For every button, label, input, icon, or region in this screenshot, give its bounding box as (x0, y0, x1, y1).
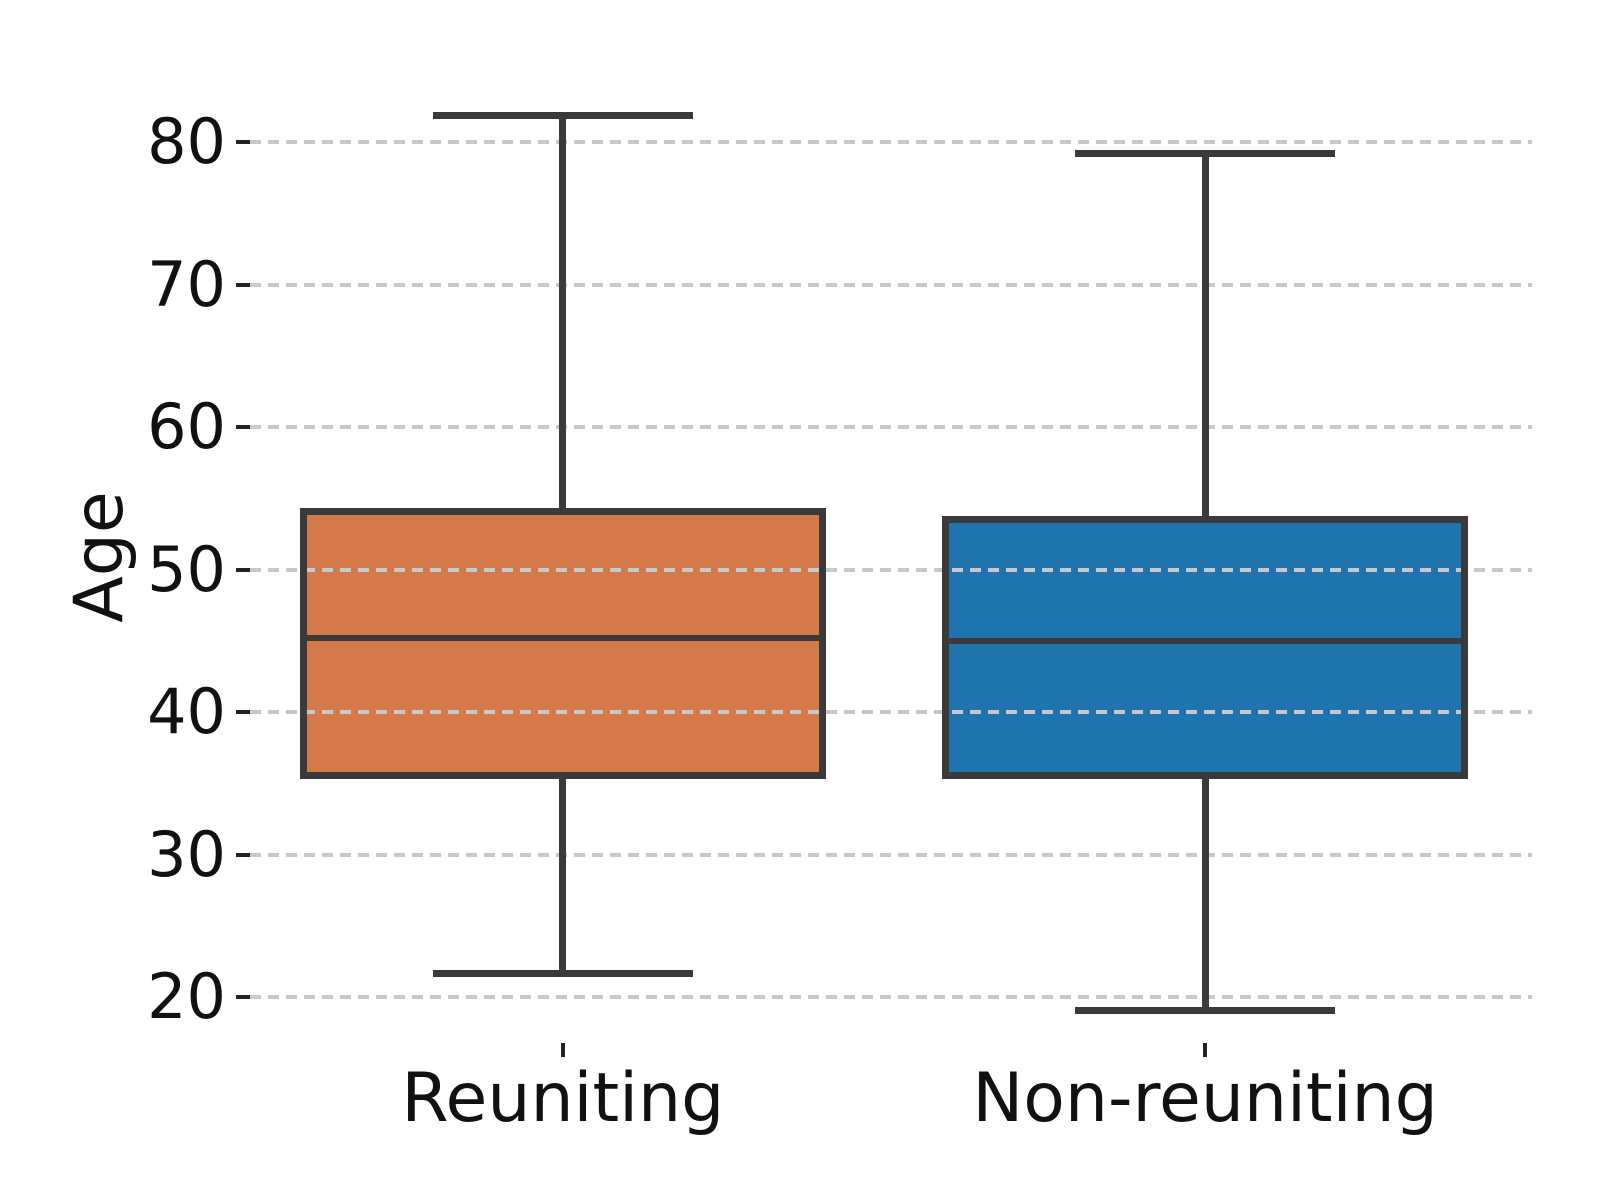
plot-area (250, 71, 1532, 1043)
y-tick-label-50: 50 (147, 532, 226, 606)
gridline-y-50 (250, 567, 1532, 572)
box-fill-0 (302, 511, 824, 777)
gridline-y-70 (250, 282, 1532, 287)
x-category-label-reuniting: Reuniting (401, 1059, 725, 1138)
y-tick-mark-30 (236, 852, 250, 857)
upper-whisker-0 (559, 115, 567, 512)
y-tick-mark-50 (236, 567, 250, 572)
y-tick-mark-20 (236, 995, 250, 1000)
y-tick-label-70: 70 (147, 247, 226, 321)
x-category-label-non-reuniting: Non-reuniting (972, 1059, 1438, 1138)
lower-cap-0 (432, 969, 693, 977)
y-tick-label-40: 40 (147, 675, 226, 749)
y-tick-mark-80 (236, 140, 250, 145)
y-tick-mark-40 (236, 710, 250, 715)
upper-cap-1 (1074, 150, 1336, 158)
x-tick-mark-0 (560, 1043, 565, 1057)
upper-whisker-1 (1201, 153, 1209, 519)
lower-whisker-1 (1201, 776, 1209, 1011)
box-outline-0 (299, 508, 827, 780)
y-tick-label-column: 20 30 40 50 60 70 80 (0, 0, 226, 1200)
lower-whisker-0 (559, 776, 567, 974)
box-outline-1 (941, 515, 1469, 780)
lower-cap-1 (1074, 1006, 1336, 1014)
median-line-1 (944, 638, 1466, 645)
gridline-y-40 (250, 710, 1532, 715)
median-line-0 (302, 635, 824, 642)
box-fill-1 (944, 518, 1466, 777)
gridline-y-20 (250, 995, 1532, 1000)
y-tick-label-20: 20 (147, 960, 226, 1034)
gridline-y-80 (250, 140, 1532, 145)
upper-cap-0 (432, 111, 693, 119)
y-tick-mark-60 (236, 425, 250, 430)
y-tick-mark-70 (236, 282, 250, 287)
gridline-y-60 (250, 425, 1532, 430)
y-tick-label-60: 60 (147, 390, 226, 464)
y-tick-label-80: 80 (147, 105, 226, 179)
gridline-y-30 (250, 852, 1532, 857)
x-tick-mark-1 (1203, 1043, 1208, 1057)
y-tick-label-30: 30 (147, 817, 226, 891)
